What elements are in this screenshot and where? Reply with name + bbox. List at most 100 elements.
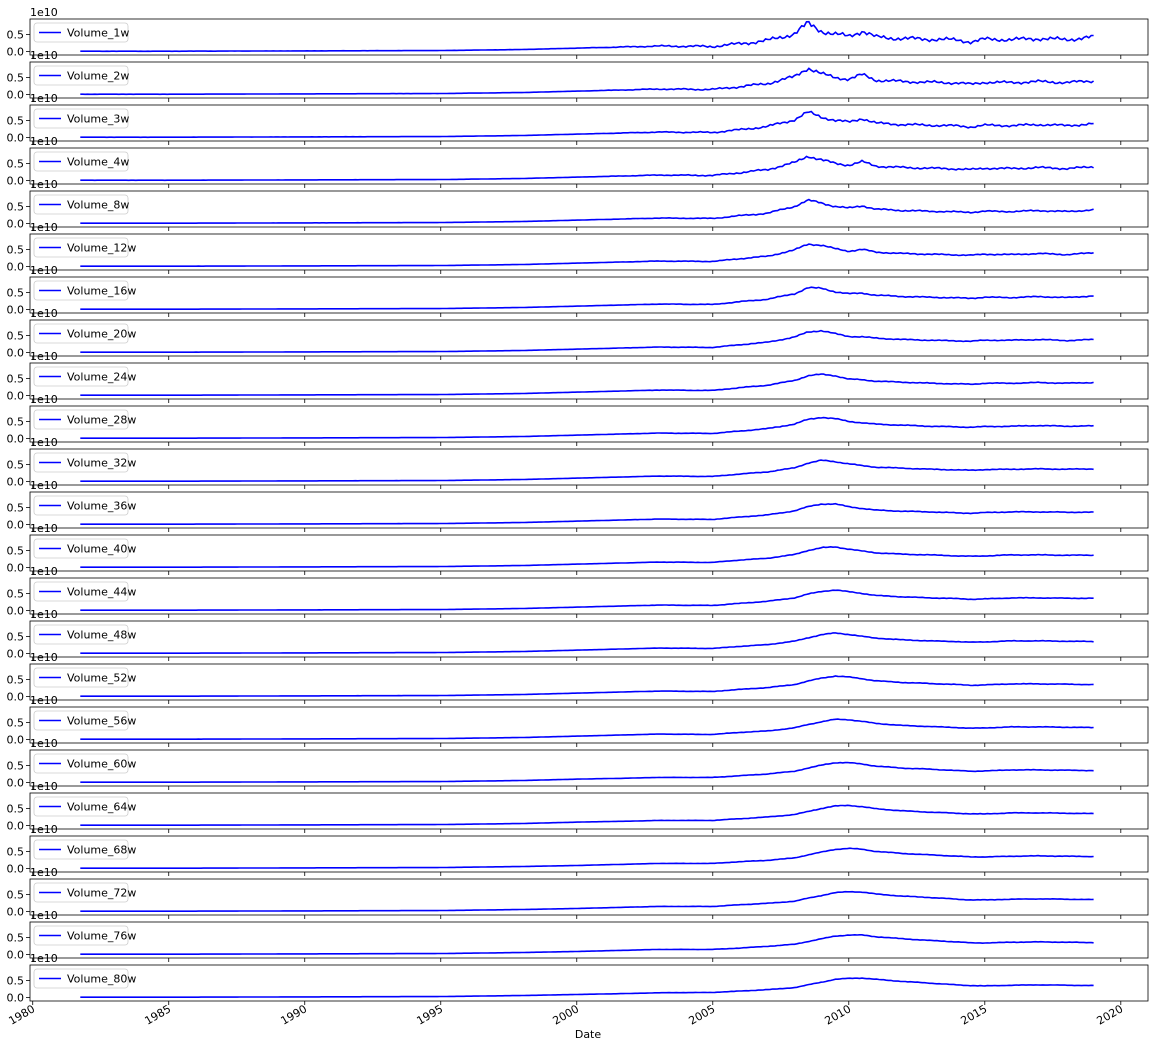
- legend-label: Volume_76w: [67, 930, 136, 943]
- legend-box: [33, 22, 129, 43]
- y-offset-label: 1e10: [30, 178, 58, 191]
- legend-label: Volume_52w: [67, 672, 136, 685]
- subplot-frame: [29, 61, 1149, 99]
- x-tick-label: 2020: [1095, 1002, 1126, 1027]
- series-line: [80, 416, 1094, 440]
- subplot-volume-44w: 0.0 0.5 1e10 Volume_44w: [7, 565, 1149, 618]
- y-tick-label: 0.0: [7, 992, 25, 1005]
- y-offset-label: 1e10: [30, 737, 58, 750]
- series-line: [80, 502, 1094, 526]
- legend-label: Volume_28w: [67, 414, 136, 427]
- x-tick-label: 2000: [551, 1002, 582, 1027]
- y-tick-label: 0.0: [7, 648, 25, 661]
- legend-label: Volume_32w: [67, 457, 136, 470]
- y-tick-label: 0.5: [7, 802, 25, 815]
- y-tick-label: 0.0: [7, 476, 25, 489]
- legend: Volume_40w: [33, 538, 136, 559]
- y-offset-label: 1e10: [30, 350, 58, 363]
- series-line: [80, 329, 1094, 354]
- legend-box: [33, 495, 129, 516]
- subplot-frame: [29, 921, 1149, 959]
- subplot-volume-40w: 0.0 0.5 1e10 Volume_40w: [7, 522, 1149, 575]
- subplot-volume-60w: 0.0 0.5 1e10 Volume_60w: [7, 737, 1149, 790]
- subplot-frame: [29, 792, 1149, 830]
- series-line: [80, 198, 1094, 224]
- subplot-frame: [29, 233, 1149, 271]
- legend-box: [33, 667, 129, 688]
- y-tick-label: 0.5: [7, 888, 25, 901]
- series-line: [80, 67, 1095, 96]
- legend-label: Volume_80w: [67, 973, 136, 986]
- legend-box: [33, 581, 129, 602]
- subplot-volume-68w: 0.0 0.5 1e10 Volume_68w: [7, 823, 1149, 876]
- legend: Volume_72w: [33, 882, 136, 903]
- x-tick-label: 1995: [415, 1002, 446, 1027]
- legend: Volume_48w: [33, 624, 136, 645]
- y-tick-label: 0.5: [7, 458, 25, 471]
- y-tick-label: 0.5: [7, 501, 25, 514]
- legend: Volume_32w: [33, 452, 136, 473]
- subplot-frame: [29, 749, 1149, 787]
- y-offset-label: 1e10: [30, 479, 58, 492]
- legend-box: [33, 710, 129, 731]
- legend-box: [33, 366, 129, 387]
- y-tick-label: 0.5: [7, 630, 25, 643]
- subplot-frame: [29, 18, 1149, 56]
- subplot-volume-72w: 0.0 0.5 1e10 Volume_72w: [7, 866, 1149, 919]
- legend-box: [33, 237, 129, 258]
- subplot-frame: [29, 620, 1149, 658]
- y-offset-label: 1e10: [30, 6, 58, 19]
- y-offset-label: 1e10: [30, 608, 58, 621]
- legend-label: Volume_48w: [67, 629, 136, 642]
- y-tick-label: 0.0: [7, 605, 25, 618]
- y-tick-label: 0.5: [7, 372, 25, 385]
- series-line: [80, 761, 1094, 784]
- legend: Volume_16w: [33, 280, 136, 301]
- series-line: [80, 632, 1094, 655]
- legend: Volume_20w: [33, 323, 136, 344]
- y-tick-label: 0.5: [7, 71, 25, 84]
- subplot-volume-12w: 0.0 0.5 1e10 Volume_12w: [7, 221, 1149, 274]
- legend-label: Volume_64w: [67, 801, 136, 814]
- legend: Volume_24w: [33, 366, 136, 387]
- subplot-frame: [29, 405, 1149, 443]
- legend: Volume_1w: [33, 22, 129, 43]
- legend-box: [33, 624, 129, 645]
- legend-label: Volume_8w: [67, 199, 129, 212]
- x-axis-label: Date: [575, 1028, 602, 1041]
- y-offset-label: 1e10: [30, 823, 58, 836]
- legend: Volume_2w: [33, 65, 129, 86]
- legend: Volume_80w: [33, 968, 136, 989]
- y-tick-label: 0.0: [7, 519, 25, 532]
- legend-box: [33, 538, 129, 559]
- legend-label: Volume_20w: [67, 328, 136, 341]
- y-offset-label: 1e10: [30, 436, 58, 449]
- legend: Volume_28w: [33, 409, 136, 430]
- subplot-frame: [29, 706, 1149, 744]
- subplot-volume-2w: 0.0 0.5 1e10 Volume_2w: [7, 49, 1149, 102]
- series-line: [80, 20, 1094, 53]
- y-tick-label: 0.0: [7, 820, 25, 833]
- shared-x-axis: 1980 1985 1990 1995 2000 2005 2010 2015 2020: [6, 1002, 1125, 1027]
- subplot-frame: [29, 663, 1149, 701]
- subplot-frame: [29, 362, 1149, 400]
- legend: Volume_4w: [33, 151, 129, 172]
- y-tick-label: 0.0: [7, 89, 25, 102]
- y-offset-label: 1e10: [30, 393, 58, 406]
- y-offset-label: 1e10: [30, 694, 58, 707]
- legend: Volume_60w: [33, 753, 136, 774]
- legend-box: [33, 65, 129, 86]
- y-offset-label: 1e10: [30, 49, 58, 62]
- y-tick-label: 0.0: [7, 218, 25, 231]
- y-offset-label: 1e10: [30, 651, 58, 664]
- legend-box: [33, 882, 129, 903]
- subplot-volume-56w: 0.0 0.5 1e10 Volume_56w: [7, 694, 1149, 747]
- series-line: [80, 373, 1094, 397]
- y-offset-label: 1e10: [30, 952, 58, 965]
- legend-box: [33, 323, 129, 344]
- subplot-volume-80w: 0.0 0.5 1e10 Volume_80w: [7, 952, 1149, 1005]
- y-tick-label: 0.0: [7, 562, 25, 575]
- y-tick-label: 0.0: [7, 863, 25, 876]
- legend-label: Volume_4w: [67, 156, 129, 169]
